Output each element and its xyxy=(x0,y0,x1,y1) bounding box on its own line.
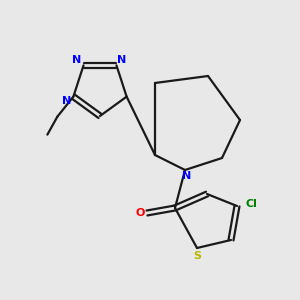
Text: Cl: Cl xyxy=(245,199,257,209)
Text: N: N xyxy=(72,55,81,65)
Text: N: N xyxy=(182,171,192,181)
Text: N: N xyxy=(62,96,71,106)
Text: S: S xyxy=(193,251,201,261)
Text: N: N xyxy=(117,55,126,65)
Text: O: O xyxy=(135,208,145,218)
